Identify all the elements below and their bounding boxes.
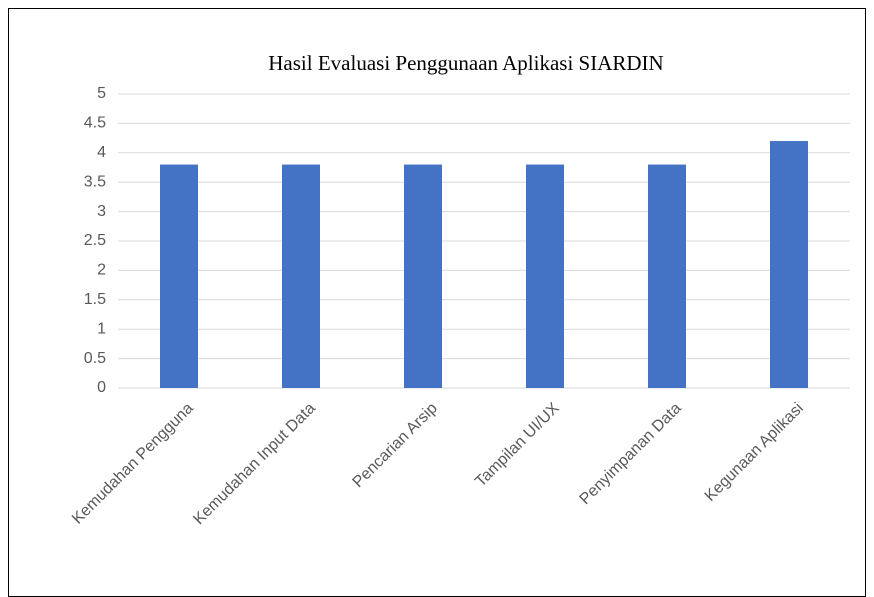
y-tick-label: 1.5: [84, 291, 106, 308]
bar: [526, 164, 564, 388]
y-tick-label: 2: [97, 262, 106, 279]
y-tick-label: 2.5: [84, 232, 106, 249]
y-tick-label: 4.5: [84, 115, 106, 132]
y-tick-label: 5: [97, 85, 106, 102]
y-tick-label: 0.5: [84, 350, 106, 367]
bar: [282, 164, 320, 388]
bar: [160, 164, 198, 388]
y-tick-label: 0: [97, 379, 106, 396]
y-tick-label: 3.5: [84, 173, 106, 190]
y-tick-label: 4: [97, 144, 106, 161]
bar: [404, 164, 442, 388]
chart-title: Hasil Evaluasi Penggunaan Aplikasi SIARD…: [268, 51, 663, 75]
y-tick-label: 3: [97, 203, 106, 220]
y-tick-label: 1: [97, 320, 106, 337]
bar: [648, 164, 686, 388]
bar: [770, 141, 808, 388]
